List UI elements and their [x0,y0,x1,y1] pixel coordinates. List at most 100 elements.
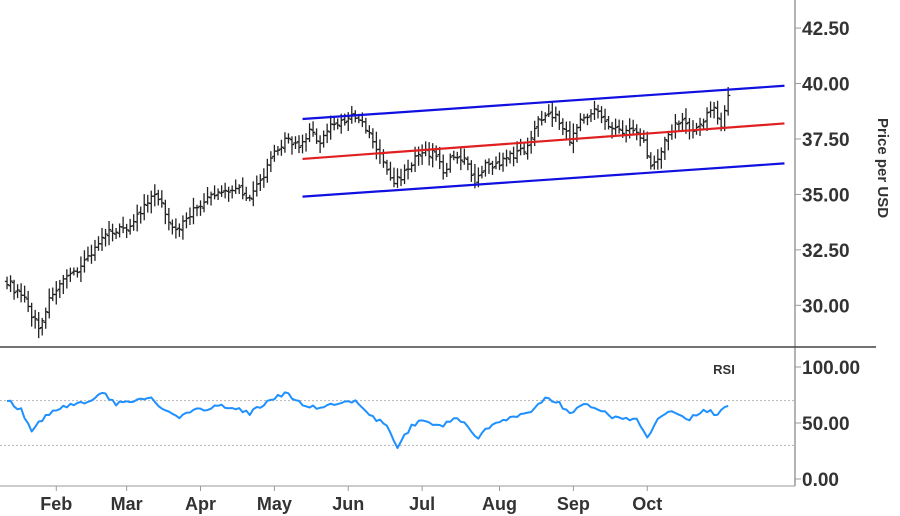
x-tick-label-month: Oct [632,494,662,514]
ohlc-bar [29,302,34,327]
ohlc-bar [75,267,80,278]
ohlc-bar [286,133,291,144]
ohlc-bar [630,119,636,135]
ohlc-bar [328,115,333,140]
ohlc-bar [504,149,509,167]
ohlc-bar [268,151,274,173]
ohlc-bar [226,186,231,202]
ohlc-bar [395,168,400,188]
price-y-tick-label: 30.00 [802,296,850,317]
ohlc-bar [585,113,590,126]
ohlc-bar [54,281,59,305]
ohlc-bar [462,148,467,165]
ohlc-bar [89,244,94,264]
ohlc-bar [82,250,87,273]
rsi-y-tick-label: 100.00 [802,358,860,379]
ohlc-bar [673,114,678,139]
price-y-tick-label: 37.50 [802,130,850,151]
ohlc-bar [124,223,129,239]
x-tick-label-month: Jun [332,494,364,514]
ohlc-bar [103,228,108,247]
ohlc-bar [120,216,126,234]
x-tick-label-month: May [257,494,292,514]
price-y-tick-label: 40.00 [802,75,850,96]
ohlc-bar [244,186,249,201]
ohlc-bar [599,106,604,124]
ohlc-bar [237,184,242,194]
ohlc-bar [173,218,179,239]
ohlc-bar [8,275,13,292]
x-tick-label-month: Mar [111,494,143,514]
ohlc-bar [106,220,112,246]
ohlc-bar [567,121,573,146]
rsi-y-tick-label: 0.00 [802,470,839,491]
ohlc-bar [68,267,73,282]
ohlc-bar [47,288,52,319]
ohlc-bar [426,142,432,166]
ohlc-bar [560,118,566,136]
ohlc-bar [307,123,312,143]
ohlc-bar [409,162,414,173]
ohlc-bar [180,215,186,240]
ohlc-bar [543,112,548,123]
ohlc-bar [497,152,502,171]
ohlc-bar [127,218,133,235]
ohlc-bar [384,159,390,175]
ohlc-bar [166,207,172,231]
ohlc-bar [163,199,168,225]
ohlc-bar [138,206,143,224]
ohlc-bar [289,136,295,155]
ohlc-bar [648,152,653,170]
ohlc-bar [215,188,221,200]
ohlc-bar [444,162,449,178]
ohlc-bar [634,124,639,141]
ohlc-bar [296,135,302,154]
ohlc-bar [507,150,513,164]
ohlc-bar [142,194,147,221]
ohlc-bar [479,165,485,179]
ohlc-bar [92,239,98,261]
ohlc-bar [300,134,305,154]
ohlc-bar [159,190,165,208]
ohlc-bar [275,146,281,156]
ohlc-bar [57,279,63,299]
ohlc-bar [641,130,646,143]
ohlc-bar [511,146,516,167]
ohlc-bar [293,136,298,150]
ohlc-bar [113,227,119,239]
ohlc-bar [335,118,340,130]
price-y-tick-label: 32.50 [802,241,850,262]
ohlc-bar [36,312,41,339]
ohlc-bar [78,256,84,283]
ohlc-bar [85,246,91,262]
ohlc-bar [613,118,618,135]
ohlc-bar [398,168,404,187]
ohlc-bar [321,130,326,148]
ohlc-bar [430,143,435,168]
x-tick-label-month: Sep [557,494,590,514]
ohlc-bar [272,144,277,162]
ohlc-bar [18,283,24,303]
ohlc-bar [521,142,527,156]
ohlc-bar [539,110,544,126]
ohlc-bar [279,139,284,156]
ohlc-bar [645,131,650,159]
ohlc-bar [455,151,460,164]
ohlc-bar [219,185,224,197]
ohlc-bar [134,204,140,232]
ohlc-bar [652,155,657,170]
ohlc-bar [240,177,245,200]
trend-line-middle [302,122,785,161]
ohlc-bar [363,117,369,134]
ohlc-bar [110,223,115,242]
ohlc-bar [198,200,203,216]
ohlc-bar [683,108,689,134]
ohlc-bar [265,158,270,183]
price-y-tick-label: 42.50 [802,19,850,40]
ohlc-bar [25,290,31,313]
ohlc-bar [448,153,453,173]
rsi-panel [0,391,795,449]
ohlc-bar [701,118,706,131]
ohlc-bar [303,133,309,152]
